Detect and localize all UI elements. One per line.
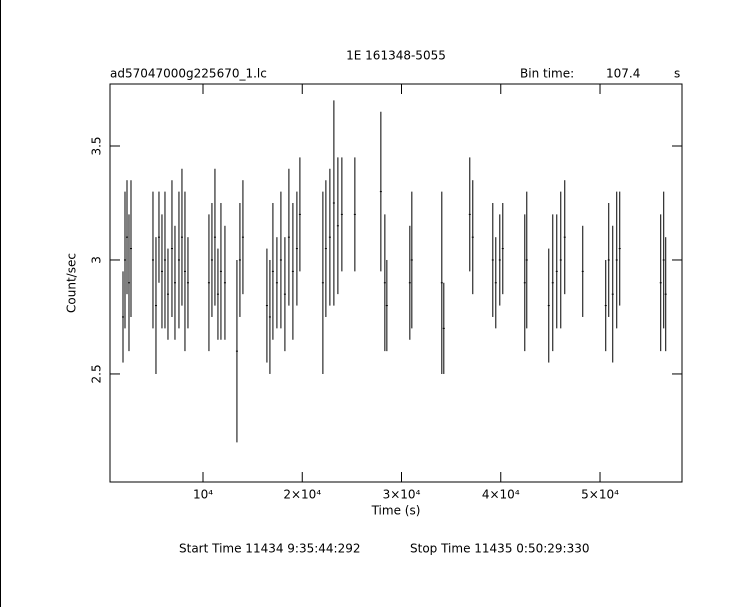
y-tick-label: 3.5 <box>90 136 104 155</box>
x-tick-label: 4×10⁴ <box>482 488 520 502</box>
plot-frame <box>109 83 683 483</box>
x-tick-label: 3×10⁴ <box>383 488 421 502</box>
file-name: ad57047000g225670_1.lc <box>110 67 267 81</box>
start-time: Start Time 11434 9:35:44:292 <box>179 542 361 556</box>
bin-time: 107.4 <box>606 67 640 81</box>
chart-title: 1E 161348-5055 <box>346 49 446 63</box>
x-tick-label: 10⁴ <box>193 488 213 502</box>
x-tick-label: 2×10⁴ <box>283 488 321 502</box>
x-tick-label: 5×10⁴ <box>581 488 619 502</box>
y-tick-label: 3 <box>90 256 104 264</box>
y-axis-label: Count/sec <box>65 253 79 313</box>
y-tick-label: 2.5 <box>90 364 104 383</box>
x-axis-label: Time (s) <box>371 504 421 518</box>
bin-time-unit: s <box>674 67 680 81</box>
stop-time: Stop Time 11435 0:50:29:330 <box>410 542 589 556</box>
bin-time-label: Bin time: <box>520 67 574 81</box>
